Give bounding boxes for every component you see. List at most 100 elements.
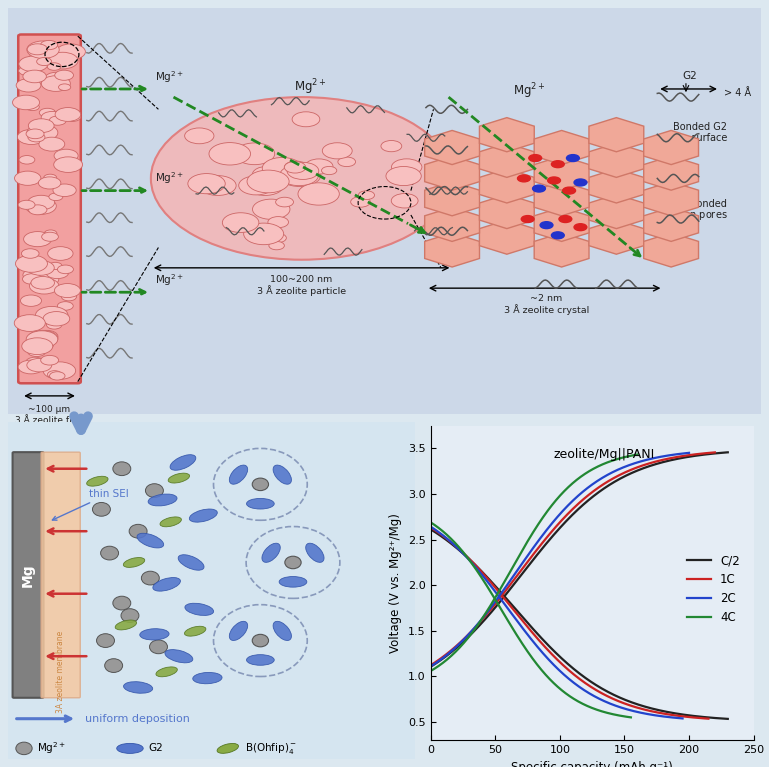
Circle shape bbox=[34, 272, 58, 286]
Text: thin SEI: thin SEI bbox=[52, 489, 129, 520]
Circle shape bbox=[518, 175, 531, 182]
Text: Mg$^{2+}$: Mg$^{2+}$ bbox=[155, 171, 184, 186]
Circle shape bbox=[548, 177, 561, 184]
Circle shape bbox=[48, 262, 62, 269]
Ellipse shape bbox=[123, 558, 145, 568]
Circle shape bbox=[559, 216, 572, 222]
Circle shape bbox=[49, 372, 65, 380]
Legend: C/2, 1C, 2C, 4C: C/2, 1C, 2C, 4C bbox=[682, 550, 744, 629]
Polygon shape bbox=[589, 195, 644, 229]
Circle shape bbox=[23, 268, 46, 281]
Ellipse shape bbox=[124, 682, 153, 693]
Circle shape bbox=[59, 159, 78, 170]
Circle shape bbox=[199, 176, 236, 196]
Ellipse shape bbox=[279, 577, 307, 588]
Circle shape bbox=[38, 177, 61, 189]
Circle shape bbox=[268, 216, 288, 228]
Circle shape bbox=[35, 307, 68, 324]
Text: zeolite/Mg||PANI: zeolite/Mg||PANI bbox=[554, 448, 654, 461]
Circle shape bbox=[149, 640, 168, 653]
Circle shape bbox=[47, 63, 61, 71]
Circle shape bbox=[45, 266, 68, 278]
Circle shape bbox=[305, 159, 333, 174]
Ellipse shape bbox=[185, 627, 206, 636]
Circle shape bbox=[31, 276, 55, 289]
Polygon shape bbox=[644, 156, 698, 190]
Circle shape bbox=[299, 183, 331, 201]
Circle shape bbox=[222, 212, 259, 232]
Polygon shape bbox=[644, 233, 698, 267]
Circle shape bbox=[252, 634, 268, 647]
Circle shape bbox=[49, 193, 63, 201]
Circle shape bbox=[42, 111, 64, 123]
Circle shape bbox=[275, 197, 294, 207]
Circle shape bbox=[563, 187, 575, 194]
Circle shape bbox=[45, 230, 57, 237]
Text: Mg$^{2+}$: Mg$^{2+}$ bbox=[37, 740, 66, 756]
Circle shape bbox=[551, 161, 564, 168]
Circle shape bbox=[23, 70, 46, 83]
Circle shape bbox=[45, 72, 67, 84]
Text: B(Ohfip)$_4^-$: B(Ohfip)$_4^-$ bbox=[245, 741, 297, 756]
Circle shape bbox=[15, 171, 41, 186]
Polygon shape bbox=[534, 130, 589, 165]
Polygon shape bbox=[479, 143, 534, 177]
Circle shape bbox=[12, 95, 39, 110]
Circle shape bbox=[574, 179, 587, 186]
Circle shape bbox=[247, 176, 284, 196]
Ellipse shape bbox=[168, 473, 190, 483]
Circle shape bbox=[47, 52, 78, 69]
Circle shape bbox=[298, 183, 339, 205]
Circle shape bbox=[358, 191, 375, 199]
Polygon shape bbox=[424, 233, 480, 267]
Circle shape bbox=[252, 478, 268, 491]
Circle shape bbox=[386, 166, 421, 186]
Circle shape bbox=[285, 556, 301, 568]
Circle shape bbox=[26, 129, 44, 139]
Text: 3 Å zeolite crystal: 3 Å zeolite crystal bbox=[504, 304, 589, 315]
Ellipse shape bbox=[262, 543, 280, 562]
Circle shape bbox=[567, 155, 579, 162]
Polygon shape bbox=[424, 182, 480, 216]
Ellipse shape bbox=[247, 499, 275, 509]
Circle shape bbox=[55, 107, 81, 121]
Circle shape bbox=[129, 525, 147, 538]
Text: Mg: Mg bbox=[21, 563, 35, 587]
Text: G2: G2 bbox=[148, 743, 163, 753]
Polygon shape bbox=[424, 156, 480, 190]
Circle shape bbox=[28, 205, 47, 215]
Circle shape bbox=[27, 41, 59, 58]
Text: Mg$^{2+}$: Mg$^{2+}$ bbox=[155, 272, 184, 288]
Circle shape bbox=[37, 58, 52, 65]
Text: 3 Å zeolite film: 3 Å zeolite film bbox=[15, 416, 83, 425]
Circle shape bbox=[262, 157, 302, 179]
Circle shape bbox=[18, 200, 35, 209]
Circle shape bbox=[269, 233, 286, 242]
Circle shape bbox=[27, 261, 55, 275]
Circle shape bbox=[27, 124, 58, 141]
Circle shape bbox=[26, 331, 58, 347]
Circle shape bbox=[42, 232, 58, 242]
Text: > 4 Å: > 4 Å bbox=[724, 88, 751, 98]
Polygon shape bbox=[424, 207, 480, 242]
Ellipse shape bbox=[148, 494, 177, 506]
Polygon shape bbox=[589, 220, 644, 254]
Circle shape bbox=[43, 311, 70, 326]
Circle shape bbox=[151, 97, 452, 260]
Ellipse shape bbox=[229, 621, 248, 640]
Text: Mg$^{2+}$: Mg$^{2+}$ bbox=[513, 81, 545, 100]
Circle shape bbox=[238, 176, 274, 195]
Circle shape bbox=[27, 337, 54, 352]
Circle shape bbox=[42, 76, 70, 91]
Text: 100~200 nm: 100~200 nm bbox=[271, 275, 333, 284]
Circle shape bbox=[41, 355, 58, 365]
Circle shape bbox=[533, 185, 545, 192]
Circle shape bbox=[121, 609, 139, 623]
Circle shape bbox=[29, 278, 59, 294]
Circle shape bbox=[113, 462, 131, 476]
Ellipse shape bbox=[117, 743, 143, 753]
Circle shape bbox=[391, 193, 418, 208]
Polygon shape bbox=[644, 130, 698, 165]
Circle shape bbox=[35, 331, 58, 343]
Ellipse shape bbox=[217, 743, 238, 753]
